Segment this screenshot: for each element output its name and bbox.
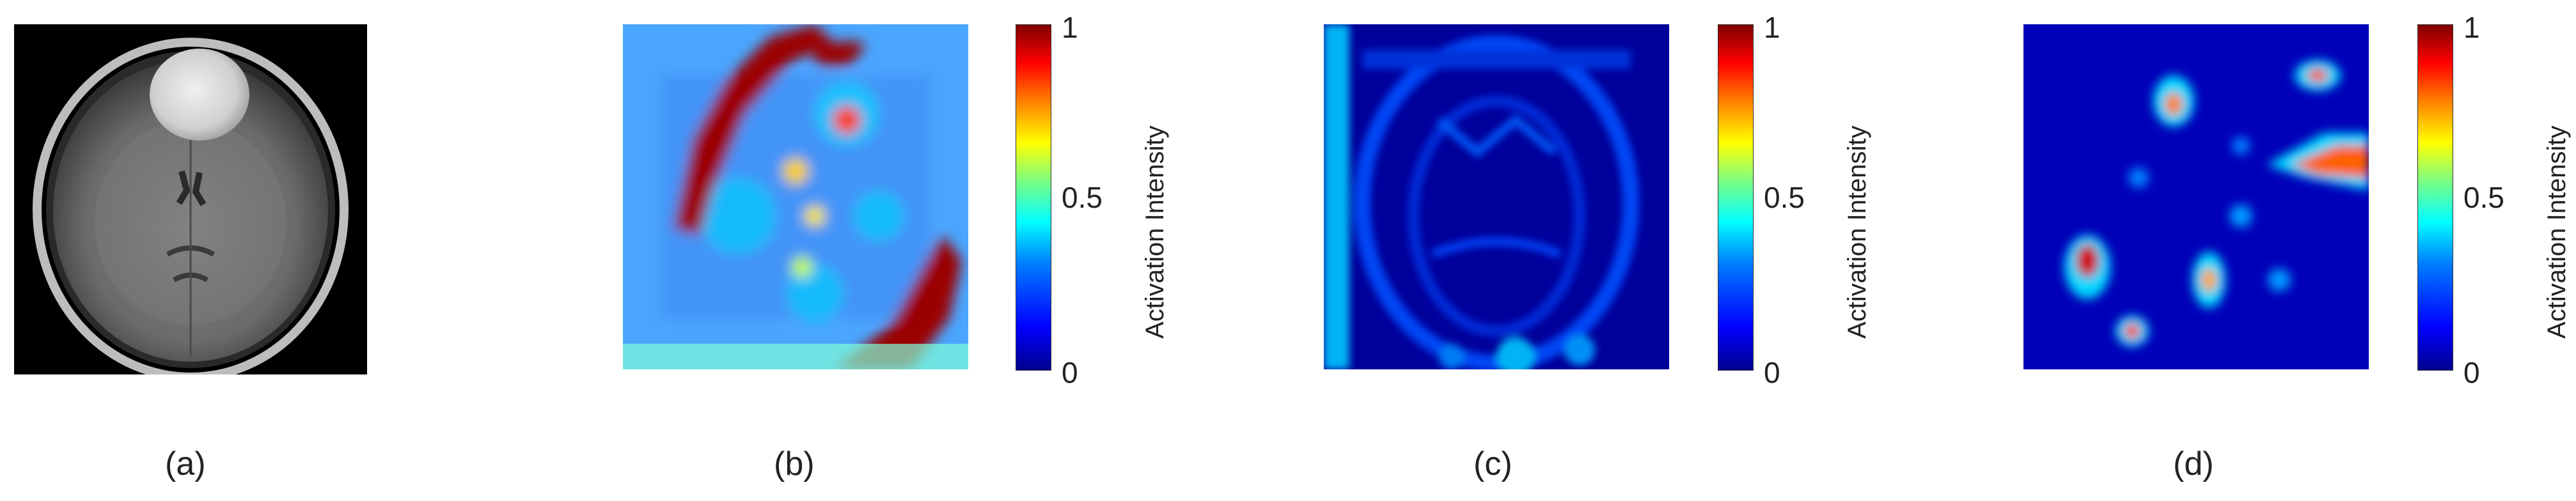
- colorbar-c-tick-0.5: 0.5: [1764, 181, 1805, 214]
- colorbar-c-tick-1: 1: [1764, 11, 1780, 44]
- caption-c: (c): [1473, 445, 1512, 482]
- mri-brain-image: [14, 24, 367, 374]
- caption-b: (b): [774, 445, 815, 482]
- colorbar-b: [1016, 24, 1051, 371]
- heatmap-c: [1324, 24, 1669, 369]
- colorbar-c-label: Activation Intensity: [1843, 125, 1871, 339]
- colorbar-c-tick-0: 0: [1764, 356, 1780, 389]
- colorbar-c: [1718, 24, 1754, 371]
- colorbar-b-label: Activation Intensity: [1141, 125, 1169, 339]
- heatmap-b: [623, 24, 968, 369]
- colorbar-b-tick-0.5: 0.5: [1062, 181, 1103, 214]
- colorbar-d-tick-0.5: 0.5: [2463, 181, 2504, 214]
- caption-d: (d): [2173, 445, 2214, 482]
- colorbar-d-tick-0: 0: [2463, 356, 2480, 389]
- caption-a: (a): [165, 445, 206, 482]
- colorbar-b-tick-0: 0: [1062, 356, 1078, 389]
- colorbar-d-label: Activation Intensity: [2543, 125, 2571, 339]
- colorbar-d-tick-1: 1: [2463, 11, 2480, 44]
- heatmap-d: [2023, 24, 2369, 369]
- colorbar-d: [2417, 24, 2453, 371]
- colorbar-b-tick-1: 1: [1062, 11, 1078, 44]
